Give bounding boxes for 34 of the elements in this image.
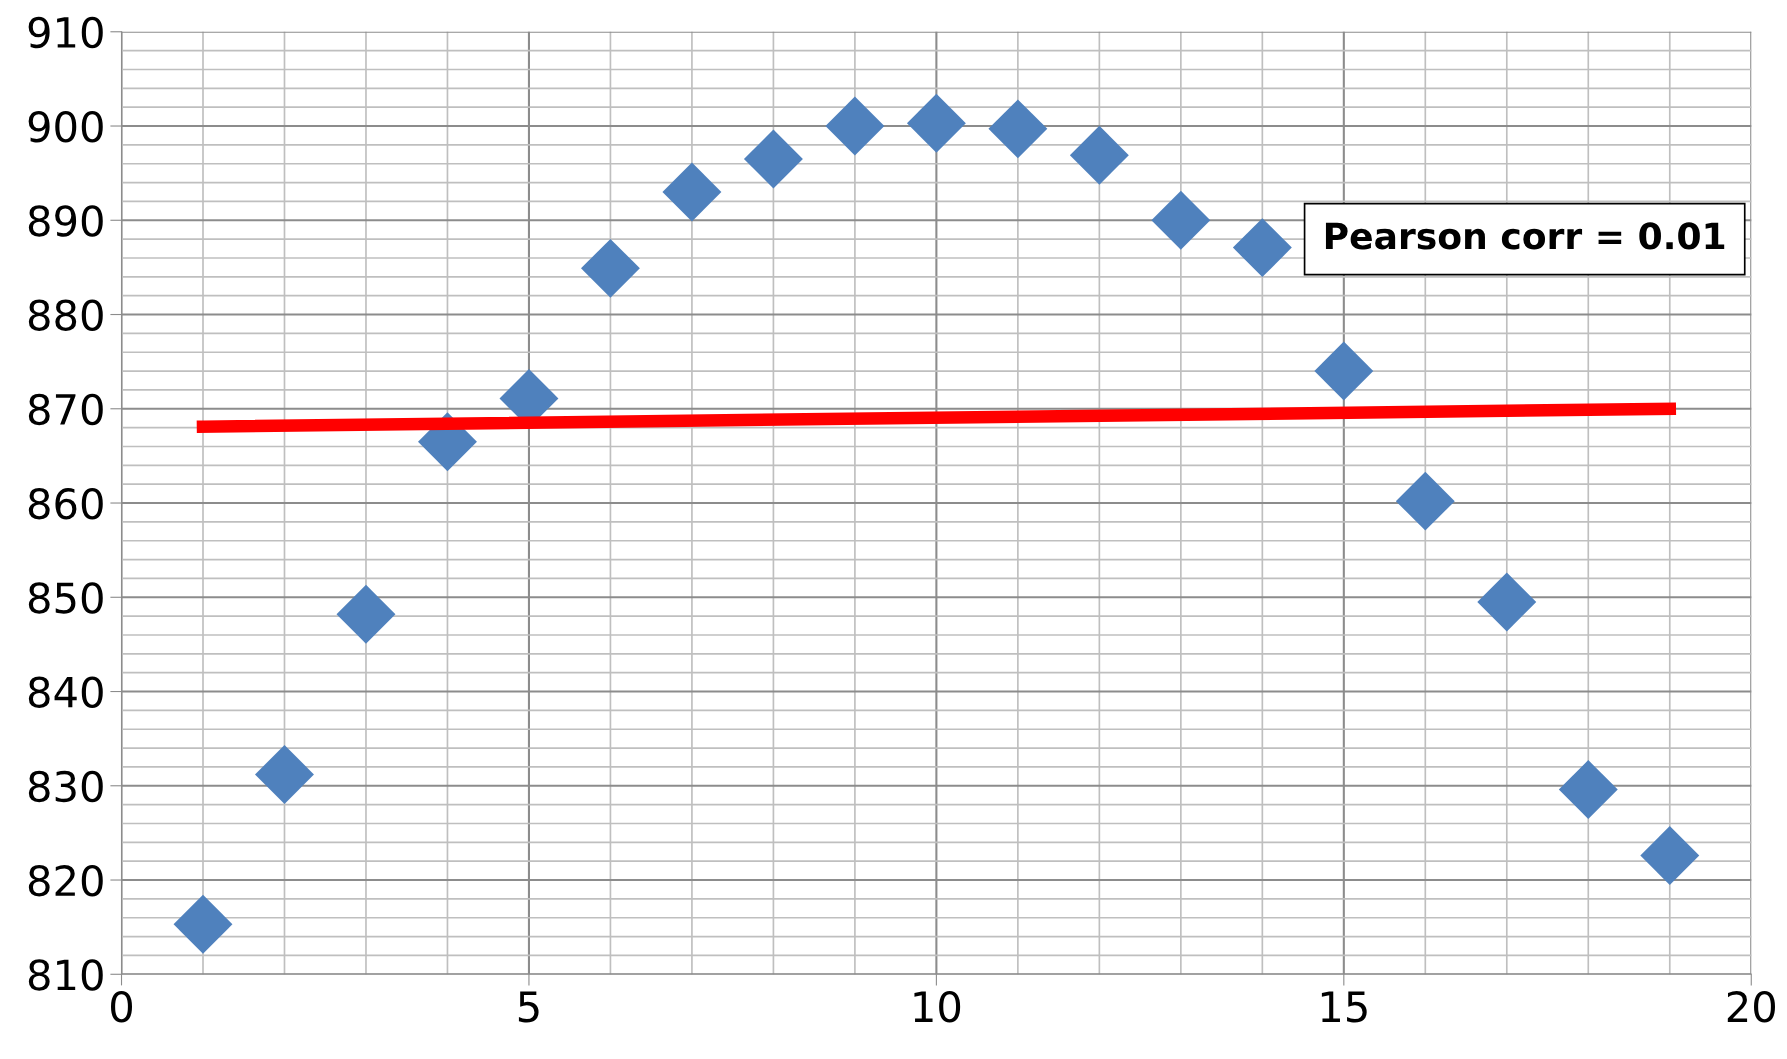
point: [1558, 760, 1618, 820]
y-tick-label: 830: [28, 770, 103, 803]
y-tick-label: 850: [28, 582, 103, 614]
point: [825, 96, 885, 156]
point: [1232, 218, 1292, 278]
point: [662, 162, 722, 222]
point: [1395, 471, 1455, 531]
point: [580, 238, 640, 298]
y-tick-label: 900: [28, 110, 103, 143]
x-tick-label: 20: [1727, 990, 1775, 1023]
point: [1314, 341, 1374, 401]
x-tick-label: 10: [914, 990, 961, 1023]
x-tick-label: 15: [1321, 991, 1367, 1023]
point: [743, 129, 803, 189]
annotation: Pearson corr = 0.01: [1325, 222, 1725, 250]
point: [988, 99, 1048, 159]
y-tick-label: 840: [28, 676, 103, 708]
point: [1151, 190, 1211, 250]
y-tick-label: 910: [28, 16, 103, 49]
y-tick-label: 810: [28, 959, 103, 991]
point: [1069, 125, 1129, 185]
y-tick-label: 890: [28, 205, 103, 237]
point: [255, 745, 314, 804]
point: [1640, 826, 1700, 885]
point: [906, 93, 966, 153]
y-tick-label: 820: [28, 864, 103, 897]
x-tick-label: 0: [111, 990, 132, 1023]
y-tick-label: 880: [28, 299, 103, 331]
point: [336, 584, 396, 644]
x-tick-label: 5: [518, 991, 539, 1023]
y-tick-label: 860: [28, 487, 103, 520]
y-tick-label: 870: [28, 393, 103, 426]
point: [173, 894, 233, 954]
point: [1477, 572, 1537, 632]
